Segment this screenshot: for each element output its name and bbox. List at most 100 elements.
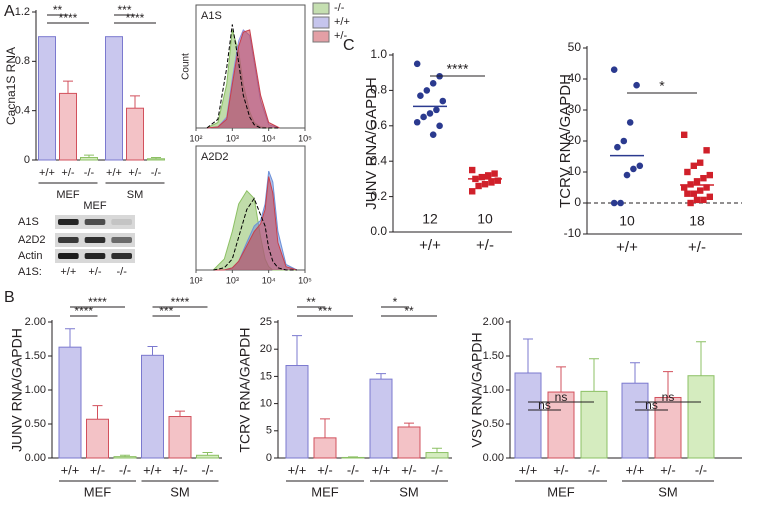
y-tick-label: 10 [568, 164, 582, 178]
bar [369, 378, 393, 459]
blot-band [84, 253, 106, 259]
x-tick-label: +/- [660, 462, 676, 477]
x-tick-label: +/+ [143, 462, 162, 477]
significance-label: ns [662, 390, 675, 404]
data-point [429, 131, 437, 138]
significance-label: * [393, 295, 398, 309]
y-tick-label: 10 [260, 398, 272, 410]
x-tick-label: +/+ [519, 462, 538, 477]
y-tick-label: 1.00 [25, 384, 46, 396]
group-label: MEF [311, 484, 339, 499]
x-tick-label: 10³ [226, 275, 239, 285]
histogram-area [213, 176, 298, 271]
error-bar [292, 335, 302, 366]
error-bar [120, 454, 130, 457]
x-tick-label: -/- [431, 462, 443, 477]
legend-label: -/- [334, 2, 345, 14]
legend-swatch [312, 16, 330, 29]
x-tick-label: +/- [401, 462, 417, 477]
bar [654, 396, 682, 459]
bar [425, 452, 449, 459]
x-tick-label: 10⁴ [262, 133, 276, 143]
bar [580, 390, 608, 459]
data-point [488, 179, 495, 186]
data-point [491, 170, 498, 177]
significance-label: **** [74, 304, 93, 318]
x-tick-label: +/- [128, 167, 141, 179]
error-bar [175, 410, 185, 417]
bar [397, 426, 421, 459]
blot-row-label: A2D2 [18, 234, 46, 246]
data-point [469, 188, 476, 195]
y-tick-label: 15 [260, 370, 272, 382]
error-bar [130, 95, 140, 109]
x-tick-label: +/+ [61, 462, 80, 477]
error-bar [589, 358, 599, 392]
group-label: SM [399, 484, 419, 499]
data-point [684, 190, 691, 197]
y-tick-label: 0.50 [25, 418, 46, 430]
blot-lane-label: -/- [116, 266, 127, 278]
x-tick-label: +/- [172, 462, 188, 477]
data-point [610, 199, 618, 207]
data-point [706, 193, 713, 200]
data-point [681, 131, 688, 138]
error-bar [151, 157, 161, 159]
x-tick-label: -/- [84, 167, 95, 179]
x-tick-label: -/- [588, 462, 600, 477]
data-point [481, 181, 489, 188]
data-point [610, 66, 618, 73]
data-point [697, 187, 704, 194]
significance-label: *** [159, 304, 173, 318]
error-bar [348, 456, 358, 458]
bar [58, 346, 82, 459]
group-label: MEF [547, 484, 575, 499]
data-point [426, 110, 434, 117]
y-tick-label: 40 [568, 71, 582, 85]
y-tick-label: 0.4 [370, 153, 387, 167]
x-tick-label: +/- [476, 237, 494, 254]
error-bar [432, 447, 442, 453]
bar [285, 365, 309, 459]
data-point [630, 165, 637, 173]
error-bar [404, 422, 414, 427]
x-tick-label: 10² [189, 133, 202, 143]
blot-lane-label: +/- [88, 266, 101, 278]
error-bar [63, 80, 73, 94]
bar [196, 454, 219, 459]
significance-label: *** [318, 304, 332, 318]
bar [38, 36, 56, 161]
y-tick-label: 25 [260, 316, 272, 328]
group-label: SM [170, 484, 190, 499]
y-tick-label: 5 [266, 425, 272, 437]
data-point [417, 92, 424, 100]
data-point [693, 196, 701, 204]
y-tick-label: 0.8 [15, 55, 30, 67]
x-tick-label: +/- [553, 462, 569, 477]
blot-row-label: Actin [18, 250, 42, 262]
significance-label: **** [88, 295, 107, 309]
x-tick-label: -/- [695, 462, 707, 477]
y-tick-label: 20 [260, 343, 272, 355]
y-tick-label: 0 [574, 195, 581, 209]
bar [168, 416, 192, 459]
data-point [617, 199, 624, 207]
y-tick-label: 1.2 [15, 6, 30, 18]
y-axis-label: VSV RNA/GAPDH [469, 332, 485, 447]
legend-label: +/- [334, 30, 347, 42]
data-point [433, 106, 440, 114]
y-tick-label: 20 [568, 133, 582, 147]
significance-label: ns [538, 398, 551, 412]
data-point [693, 178, 701, 185]
y-tick-label: 1.50 [483, 350, 504, 362]
y-axis-label: Cacna1S RNA [4, 47, 18, 125]
error-bar [663, 371, 673, 398]
x-tick-label: +/+ [626, 462, 645, 477]
error-bar [65, 328, 75, 348]
data-point [478, 173, 485, 181]
bar [86, 418, 109, 459]
panel-letter: C [343, 37, 355, 54]
data-point [703, 147, 710, 154]
legend-swatch [312, 30, 330, 43]
blot-title: MEF [83, 200, 107, 212]
